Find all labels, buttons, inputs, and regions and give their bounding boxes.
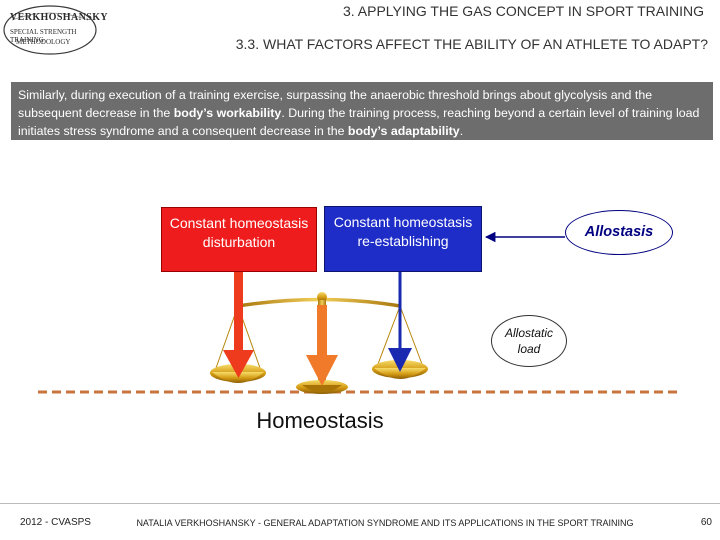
disturbation-box: Constant homeostasis disturbation (161, 207, 317, 272)
reestablishing-box: Constant homeostasis re-establishing (324, 206, 482, 272)
navy-arrow-down-icon (388, 272, 412, 372)
logo-subtitle-2: METHODOLOGY (16, 38, 71, 46)
red-arrow-down-icon (223, 272, 254, 378)
intro-text-3: . (459, 124, 464, 138)
intro-bold-workability: body’s workability (173, 106, 282, 120)
footer-left: 2012 - CVASPS (20, 517, 91, 528)
logo-emblem-icon (3, 5, 97, 55)
logo: VERKHOSHANSKY SPECIAL STRENGTH TRAINING … (2, 4, 108, 56)
balance-scale-icon (210, 292, 428, 394)
section-title: 3. APPLYING THE GAS CONCEPT IN SPORT TRA… (343, 3, 704, 19)
homeostasis-label: Homeostasis (256, 408, 384, 433)
logo-subtitle-1: SPECIAL STRENGTH TRAINING (10, 28, 77, 44)
intro-text-2: . During the training process, reaching … (18, 106, 700, 138)
footer-center: NATALIA VERKHOSHANSKY - GENERAL ADAPTATI… (136, 518, 634, 528)
logo-title: VERKHOSHANSKY (10, 12, 108, 23)
orange-arrow-down-icon (306, 305, 338, 386)
intro-text-box: Similarly, during execution of a trainin… (11, 82, 713, 140)
slide-title: 3.3. WHAT FACTORS AFFECT THE ABILITY OF … (235, 36, 708, 52)
allostasis-oval: Allostasis (565, 210, 673, 255)
page-number: 60 (700, 517, 712, 528)
intro-bold-adaptability: body’s adaptability (347, 124, 460, 138)
footer-divider (0, 503, 720, 504)
intro-text-1: Similarly, during execution of a trainin… (18, 88, 653, 120)
allostatic-load-oval: Allostatic load (491, 315, 567, 367)
